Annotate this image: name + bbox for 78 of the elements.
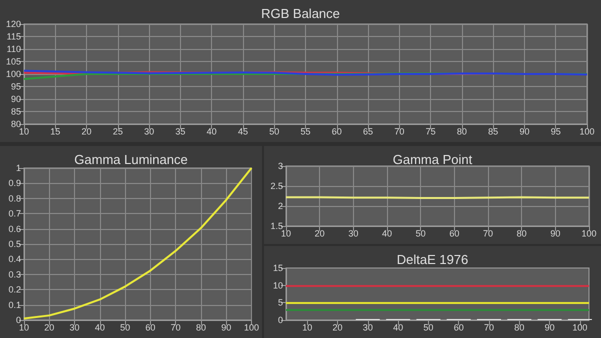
chart-title: Gamma Point [392,152,473,167]
y-tick-label: 0.6 [8,224,21,234]
x-tick-label: 25 [112,126,123,136]
x-tick-label: 70 [170,322,181,332]
x-tick-label: 90 [519,126,530,136]
x-tick-label: 80 [516,228,527,238]
x-tick-label: 65 [363,126,374,136]
y-tick-label: 3 [278,161,283,171]
y-tick-label: 0.4 [8,254,21,264]
chart-title: RGB Balance [261,6,340,21]
x-tick-label: 100 [244,322,260,332]
y-tick-label: 100 [6,69,21,79]
x-tick-label: 50 [416,228,426,238]
x-tick-label: 30 [348,228,358,238]
y-tick-label: 2.5 [270,181,283,191]
x-tick-label: 50 [423,322,434,332]
x-tick-label: 60 [145,322,156,332]
y-tick-label: 2 [278,201,283,211]
x-tick-label: 100 [572,322,588,332]
x-tick-label: 40 [393,322,404,332]
x-tick-label: 60 [332,126,342,136]
x-tick-label: 30 [144,126,154,136]
x-tick-label: 30 [362,322,373,332]
x-tick-label: 80 [514,322,524,332]
x-tick-label: 85 [488,126,498,136]
x-tick-label: 40 [382,228,392,238]
x-tick-label: 60 [454,322,464,332]
x-tick-label: 95 [550,126,561,136]
chart-title: DeltaE 1976 [396,252,468,267]
x-tick-label: 75 [426,126,436,136]
y-tick-label: 0.8 [8,193,21,204]
y-tick-label: 0.9 [8,178,21,188]
x-tick-label: 90 [221,322,232,332]
x-tick-label: 20 [332,322,343,332]
x-tick-label: 55 [300,126,311,136]
x-tick-label: 100 [579,126,595,136]
y-tick-label: 85 [10,106,21,116]
x-tick-label: 15 [50,126,60,136]
y-tick-label: 95 [10,82,21,92]
y-tick-label: 1.5 [270,221,283,231]
x-tick-label: 45 [238,126,248,136]
x-tick-label: 70 [484,322,494,332]
y-tick-label: 10 [272,280,283,290]
y-tick-label: 110 [6,44,21,54]
x-tick-label: 20 [44,322,54,332]
x-tick-label: 10 [302,322,312,332]
x-tick-label: 30 [70,322,80,332]
y-tick-label: 80 [10,119,21,129]
y-tick-label: 0 [278,315,283,325]
x-tick-label: 90 [550,228,560,238]
x-tick-label: 20 [314,228,325,238]
x-tick-label: 60 [449,228,460,238]
y-tick-label: 0.3 [8,269,21,280]
x-tick-label: 20 [82,126,92,136]
x-tick-label: 40 [94,322,105,332]
x-tick-label: 80 [196,322,206,332]
x-tick-label: 50 [269,126,280,136]
y-tick-label: 5 [278,298,283,308]
y-tick-label: 0 [16,315,21,325]
y-tick-label: 0.1 [8,300,21,310]
x-tick-label: 35 [175,126,186,136]
y-tick-label: 1 [16,163,21,173]
y-tick-label: 115 [6,32,21,42]
y-tick-label: 0.5 [8,239,21,249]
x-tick-label: 70 [394,126,404,136]
x-tick-label: 50 [120,322,130,332]
x-tick-label: 90 [544,322,555,332]
y-tick-label: 90 [10,94,21,104]
y-tick-label: 105 [6,56,21,66]
x-tick-label: 40 [206,126,217,136]
chart-title: Gamma Luminance [74,152,188,167]
y-tick-label: 15 [272,263,283,273]
y-tick-label: 120 [6,19,21,29]
x-tick-label: 100 [581,228,597,238]
x-tick-label: 70 [482,228,494,238]
y-tick-label: 0.7 [8,208,21,219]
y-tick-label: 0.2 [8,284,21,295]
x-tick-label: 80 [456,126,467,136]
